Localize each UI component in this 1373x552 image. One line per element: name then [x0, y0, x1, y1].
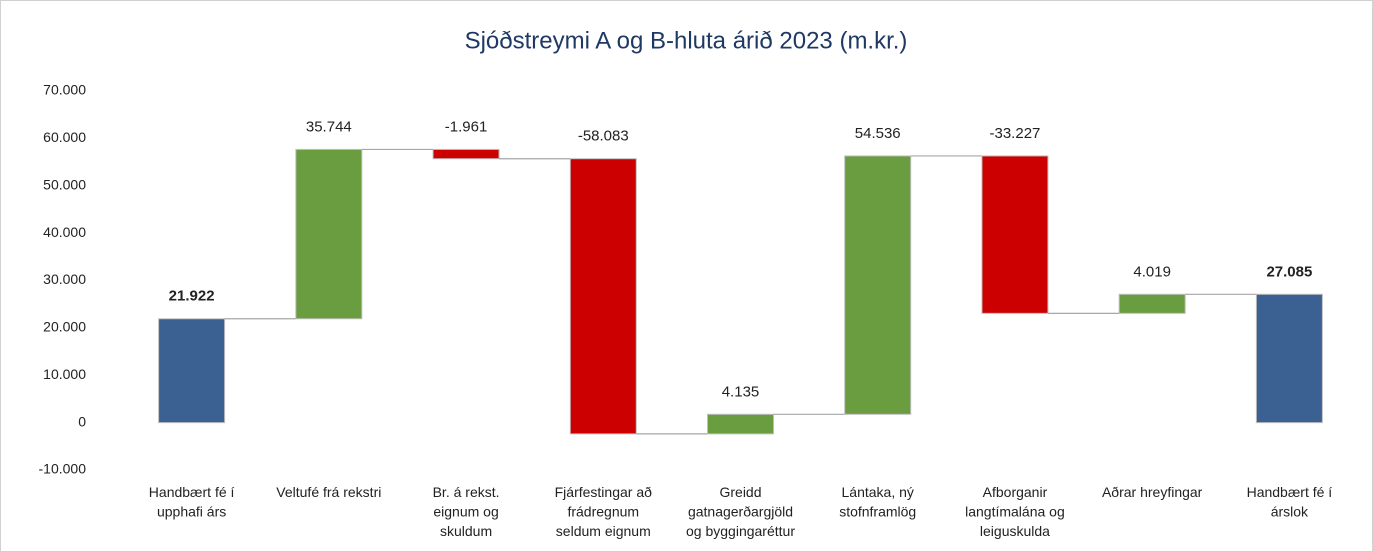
- x-tick-label: Veltufé frá rekstri: [276, 484, 381, 500]
- value-label: 35.744: [306, 118, 352, 135]
- y-tick-label: 60.000: [43, 129, 86, 145]
- x-tick-label: Fjárfestingar að frádregnum seldum eignum: [555, 484, 652, 539]
- bar: [981, 155, 1049, 314]
- y-tick-label: 20.000: [43, 319, 86, 335]
- value-label: -33.227: [990, 125, 1041, 142]
- x-tick-label: Br. á rekst. eignum og skuldum: [433, 484, 500, 539]
- chart-title: Sjóðstreymi A og B-hluta árið 2023 (m.kr…: [465, 27, 908, 54]
- bar: [295, 148, 363, 320]
- value-label: 21.922: [169, 288, 215, 305]
- bar: [1118, 293, 1186, 314]
- y-tick-label: 0: [78, 413, 86, 429]
- x-tick-label: Handbært fé í árslok: [1247, 484, 1333, 520]
- bar: [1255, 293, 1323, 424]
- bar: [707, 413, 774, 435]
- x-tick-label: Aðrar hreyfingar: [1102, 484, 1203, 500]
- x-tick-label: Afborganir langtímalána og leiguskulda: [965, 484, 1065, 539]
- bar: [844, 155, 912, 415]
- bar: [569, 158, 637, 435]
- x-tick-label: Lántaka, ný stofnframlög: [839, 484, 916, 520]
- value-label: -1.961: [445, 118, 488, 135]
- value-label: -58.083: [578, 128, 629, 145]
- x-tick-label: Greidd gatnagerðargjöld og byggingaréttur: [686, 484, 795, 539]
- y-tick-label: 70.000: [43, 82, 86, 98]
- x-tick-label: Handbært fé í upphafi árs: [149, 484, 235, 520]
- bar: [432, 148, 500, 160]
- value-label: 54.536: [855, 125, 901, 142]
- y-tick-label: 30.000: [43, 271, 86, 287]
- y-tick-label: 50.000: [43, 176, 86, 192]
- y-tick-label: -10.000: [39, 461, 87, 477]
- value-label: 4.019: [1133, 263, 1171, 280]
- value-label: 4.135: [722, 383, 760, 400]
- y-tick-label: 40.000: [43, 224, 86, 240]
- bar: [158, 318, 226, 424]
- value-label: 27.085: [1266, 263, 1312, 280]
- y-tick-label: 10.000: [43, 366, 86, 382]
